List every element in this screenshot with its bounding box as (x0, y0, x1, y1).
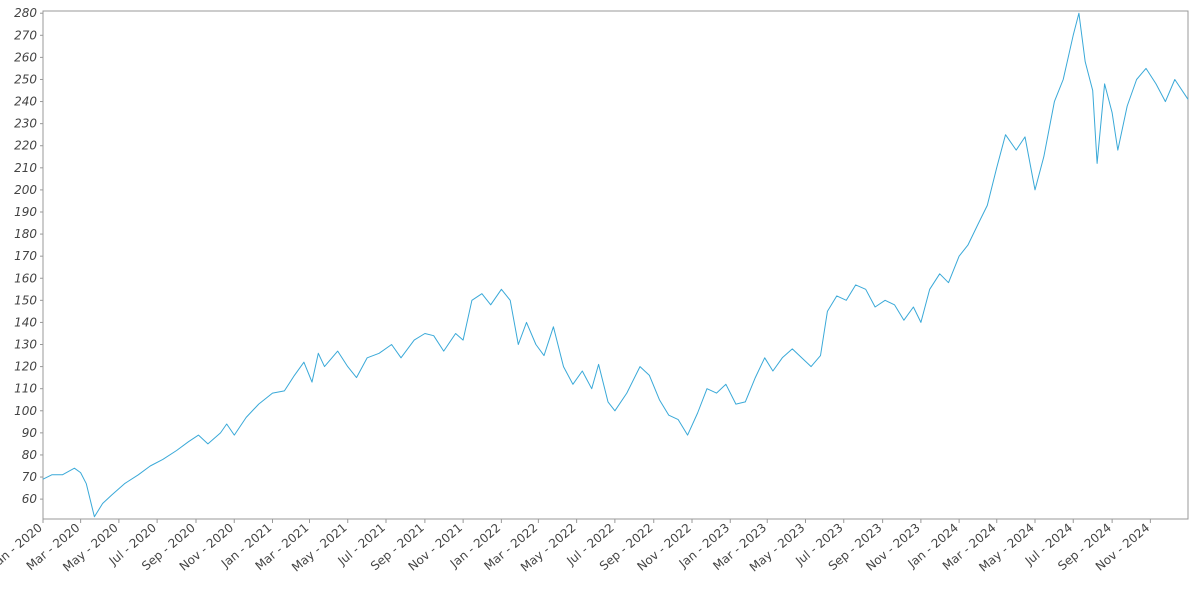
y-tick-label: 120 (14, 360, 37, 374)
y-tick-label: 130 (14, 338, 37, 352)
y-tick-label: 260 (14, 50, 37, 64)
y-tick-label: 190 (14, 205, 37, 219)
y-tick-label: 60 (22, 492, 38, 506)
price-line (42, 12, 1189, 518)
y-tick-label: 240 (14, 95, 37, 109)
y-tick-label: 200 (14, 183, 37, 197)
y-tick-label: 220 (14, 139, 37, 153)
plot-area (42, 10, 1189, 520)
y-tick-label: 250 (14, 72, 37, 86)
y-tick-label: 110 (14, 382, 37, 396)
y-tick-label: 170 (14, 249, 37, 263)
y-tick-label: 90 (22, 426, 38, 440)
y-tick-label: 270 (14, 28, 37, 42)
y-tick-label: 70 (22, 470, 38, 484)
y-tick-label: 140 (14, 315, 37, 329)
y-tick-label: 160 (14, 271, 37, 285)
y-tick-label: 180 (14, 227, 37, 241)
y-tick-label: 80 (22, 448, 38, 462)
y-tick-label: 150 (14, 293, 37, 307)
y-tick-label: 280 (14, 6, 37, 20)
y-tick-label: 100 (14, 404, 37, 418)
y-tick-label: 230 (14, 117, 37, 131)
y-axis: 60 70 80 90 100 110 120 130 140 150 160 170 180 190 20… (14, 6, 43, 506)
y-tick-label: 210 (14, 161, 37, 175)
